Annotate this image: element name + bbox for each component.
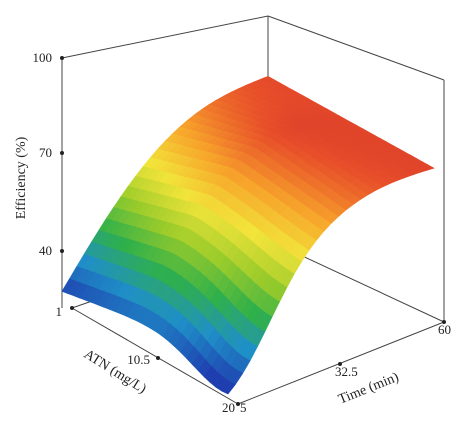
x-axis: 5 32.5 60 Time (min) [240, 320, 451, 415]
y-tick-label: 20 [222, 400, 235, 415]
surface-patch [221, 381, 236, 395]
z-axis-title: Efficiency (%) [14, 136, 29, 219]
z-tick-label: 100 [33, 50, 53, 65]
y-tick-mark [70, 306, 74, 310]
x-tick-mark [442, 320, 446, 324]
z-tick-mark [60, 151, 64, 155]
z-tick-label: 40 [39, 243, 52, 258]
z-tick-mark [60, 249, 64, 253]
z-axis: 100 70 40 Efficiency (%) [14, 50, 64, 258]
y-tick-mark [236, 402, 240, 406]
x-tick-label: 5 [240, 400, 247, 415]
x-tick-mark [338, 362, 342, 366]
y-tick-label: 10.5 [127, 352, 150, 367]
y-tick-mark [156, 356, 160, 360]
response-surface [61, 75, 435, 395]
x-tick-label: 32.5 [335, 364, 358, 379]
z-tick-mark [60, 56, 64, 60]
y-tick-label: 1 [56, 304, 63, 319]
z-tick-label: 70 [39, 145, 52, 160]
x-tick-label: 60 [438, 322, 451, 337]
